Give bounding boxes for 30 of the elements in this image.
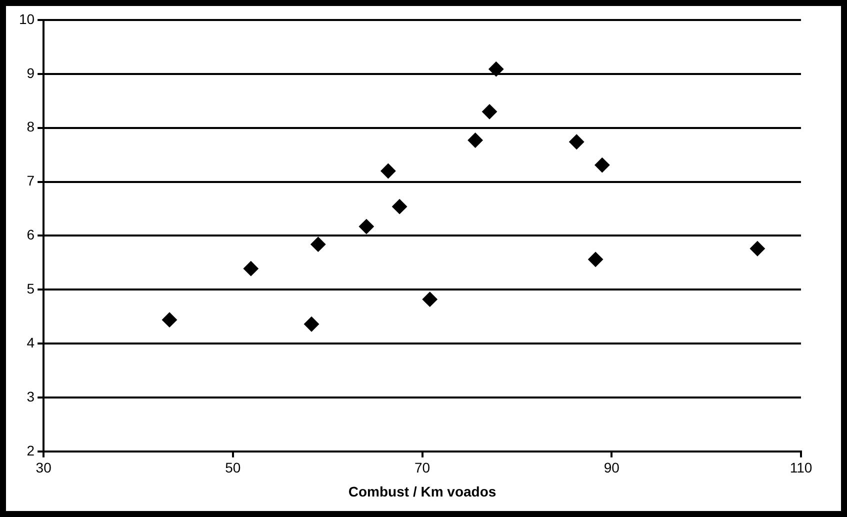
point [310,236,326,252]
y-tick-label: 8 [26,118,35,135]
point [304,316,320,332]
x-tick-label: 30 [36,460,52,476]
y-tick-label: 3 [26,388,35,404]
x-tick-label: 70 [414,460,430,476]
point [162,312,177,328]
x-tick-label: 90 [604,460,620,476]
y-tick-label: 9 [26,64,35,81]
x-tick-label: 110 [790,460,812,476]
point [594,158,610,173]
y-tick-label: 5 [26,280,35,296]
point [358,219,374,234]
y-tick-label: 4 [26,334,35,350]
y-tick-label: 10 [18,10,35,27]
point [422,292,438,307]
point [380,163,396,178]
y-tick-label: 6 [26,226,35,243]
x-tick-label: 50 [225,460,241,476]
y-tick-label: 2 [26,442,35,458]
y-tick-label: 7 [26,172,35,189]
point [392,199,408,214]
point [750,241,765,256]
point [569,134,584,150]
point [482,104,498,120]
point [588,252,604,267]
point [488,62,504,77]
x-axis-title: Combust / Km voados [348,483,496,500]
point [468,132,483,148]
point [243,261,258,276]
